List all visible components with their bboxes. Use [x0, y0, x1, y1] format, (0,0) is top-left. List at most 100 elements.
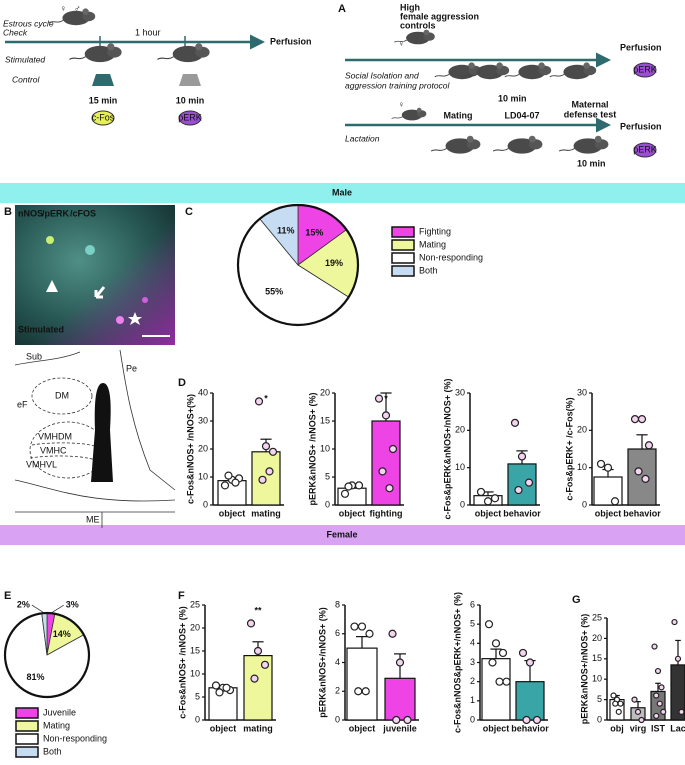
data-point — [656, 700, 663, 707]
legend-label: Non-responding — [419, 252, 483, 262]
sex-symbol: ♀ — [398, 99, 405, 109]
stain-label: /cFOS — [70, 208, 96, 218]
y-axis-label: pERK&nNOS+/nNOS+ (%) — [579, 614, 589, 725]
mouse-body — [507, 138, 537, 154]
perfusion: Perfusion — [270, 36, 312, 46]
y-tick-label: 20 — [455, 425, 465, 435]
x-tick-label: object — [219, 508, 246, 518]
stain-label: /pERK — [42, 208, 70, 218]
mouse — [492, 135, 543, 154]
legend-label: Both — [419, 265, 438, 275]
legend-swatch — [15, 707, 39, 719]
micrograph-overlay — [15, 205, 175, 345]
y-tick-label: 0 — [195, 714, 200, 724]
panel-label: C — [185, 206, 193, 218]
data-point — [476, 487, 486, 497]
panel-label: F — [178, 590, 185, 602]
atlas-region — [29, 442, 97, 461]
legend-swatch — [15, 720, 39, 732]
cell — [46, 236, 54, 244]
data-point — [260, 660, 270, 669]
perfusion: Perfusion — [620, 42, 662, 52]
data-point — [340, 489, 350, 498]
pie-outline — [3, 611, 91, 699]
mouse-ear — [416, 107, 422, 113]
y-tick-label: 15 — [190, 645, 200, 655]
data-point — [653, 692, 660, 699]
bar — [371, 420, 401, 506]
mouse-body — [573, 138, 603, 154]
pie-outline — [236, 203, 360, 327]
banner-title: Male — [332, 187, 352, 197]
y-tick-label: 30 — [198, 415, 208, 425]
mouse-body — [563, 64, 591, 80]
pill — [91, 110, 115, 126]
y-tick-label: 5 — [597, 694, 602, 704]
y-tick-label: 10 — [198, 471, 208, 481]
data-point — [517, 452, 527, 461]
data-point — [258, 475, 267, 484]
mouse-body — [62, 10, 90, 26]
legend-label: Fighting — [419, 226, 451, 236]
slice-label: 15% — [305, 227, 323, 237]
cell — [85, 245, 95, 255]
mouse — [462, 62, 510, 80]
mouse-tail — [391, 116, 403, 119]
slice-label: 14% — [53, 629, 71, 639]
data-point — [596, 459, 606, 469]
data-point — [524, 478, 534, 487]
y-tick-label: 20 — [320, 387, 330, 397]
x-tick-label: object — [483, 723, 510, 733]
data-point — [357, 622, 367, 631]
data-point — [631, 696, 638, 703]
pill — [633, 62, 657, 78]
mouse-body — [172, 45, 204, 63]
data-point — [617, 700, 624, 707]
y-tick-label: 15 — [592, 653, 602, 663]
mouse — [391, 107, 427, 121]
legend-label: Both — [43, 746, 62, 756]
data-point — [522, 715, 531, 725]
pill-label: pERK — [633, 64, 657, 74]
mouse-tail — [157, 56, 174, 60]
y-tick-label: 5 — [470, 619, 475, 629]
y-tick-label: 20 — [190, 622, 200, 632]
data-point — [385, 484, 394, 493]
y-tick-label: 6 — [470, 599, 475, 609]
mouse-ear — [195, 43, 203, 51]
mouse — [434, 62, 482, 80]
atlas-region — [31, 377, 93, 415]
cell — [116, 316, 124, 324]
data-point — [220, 481, 230, 490]
x-tick-label: mating — [243, 723, 273, 733]
data-point — [350, 622, 359, 631]
slice-label: 2% — [17, 599, 30, 609]
marker-arrow — [94, 286, 106, 299]
data-point — [250, 674, 259, 683]
group-label: Control — [12, 74, 41, 84]
data-point — [403, 715, 412, 725]
x-tick-label: fighting — [370, 508, 403, 518]
data-point — [612, 700, 619, 707]
legend-label: Juvenile — [43, 707, 76, 717]
data-point — [634, 467, 643, 476]
y-axis-label: c-Fos&nNOS+ /nNOS+ (%) — [177, 606, 187, 719]
leader-line — [50, 604, 64, 614]
x-tick-label: object — [339, 508, 366, 518]
slice-label: 3% — [66, 600, 79, 610]
stimulus-icon — [92, 74, 114, 86]
x-tick-label: behavior — [623, 508, 661, 518]
error-bar — [356, 636, 368, 649]
data-point — [483, 497, 493, 506]
atlas-line — [14, 351, 81, 366]
time-label: 15 min — [89, 95, 118, 105]
y-tick-label: 20 — [198, 443, 208, 453]
protocol-text: Check — [3, 27, 28, 37]
data-point — [381, 411, 391, 420]
x-tick-label: Lac — [670, 723, 685, 733]
x-tick-label: mating — [251, 508, 281, 518]
panel-b: B nNOS /pERK /cFOS Stimulated — [4, 205, 176, 528]
mouse-tail — [69, 56, 86, 60]
data-point — [634, 708, 642, 715]
